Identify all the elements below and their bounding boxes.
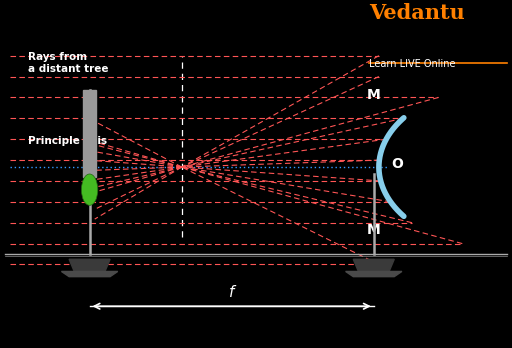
Text: M: M	[367, 223, 380, 237]
Polygon shape	[353, 259, 394, 271]
Ellipse shape	[81, 174, 98, 205]
Text: Learn LIVE Online: Learn LIVE Online	[369, 59, 455, 69]
Polygon shape	[83, 90, 96, 177]
Text: f: f	[229, 285, 234, 300]
Text: M: M	[367, 88, 380, 102]
Text: Rays from
a distant tree: Rays from a distant tree	[28, 52, 109, 74]
Polygon shape	[69, 259, 110, 271]
Polygon shape	[61, 271, 118, 277]
Text: O: O	[392, 157, 403, 171]
Polygon shape	[346, 271, 402, 277]
Text: Vedantu: Vedantu	[369, 3, 464, 23]
Text: Principle axis: Principle axis	[28, 136, 108, 146]
